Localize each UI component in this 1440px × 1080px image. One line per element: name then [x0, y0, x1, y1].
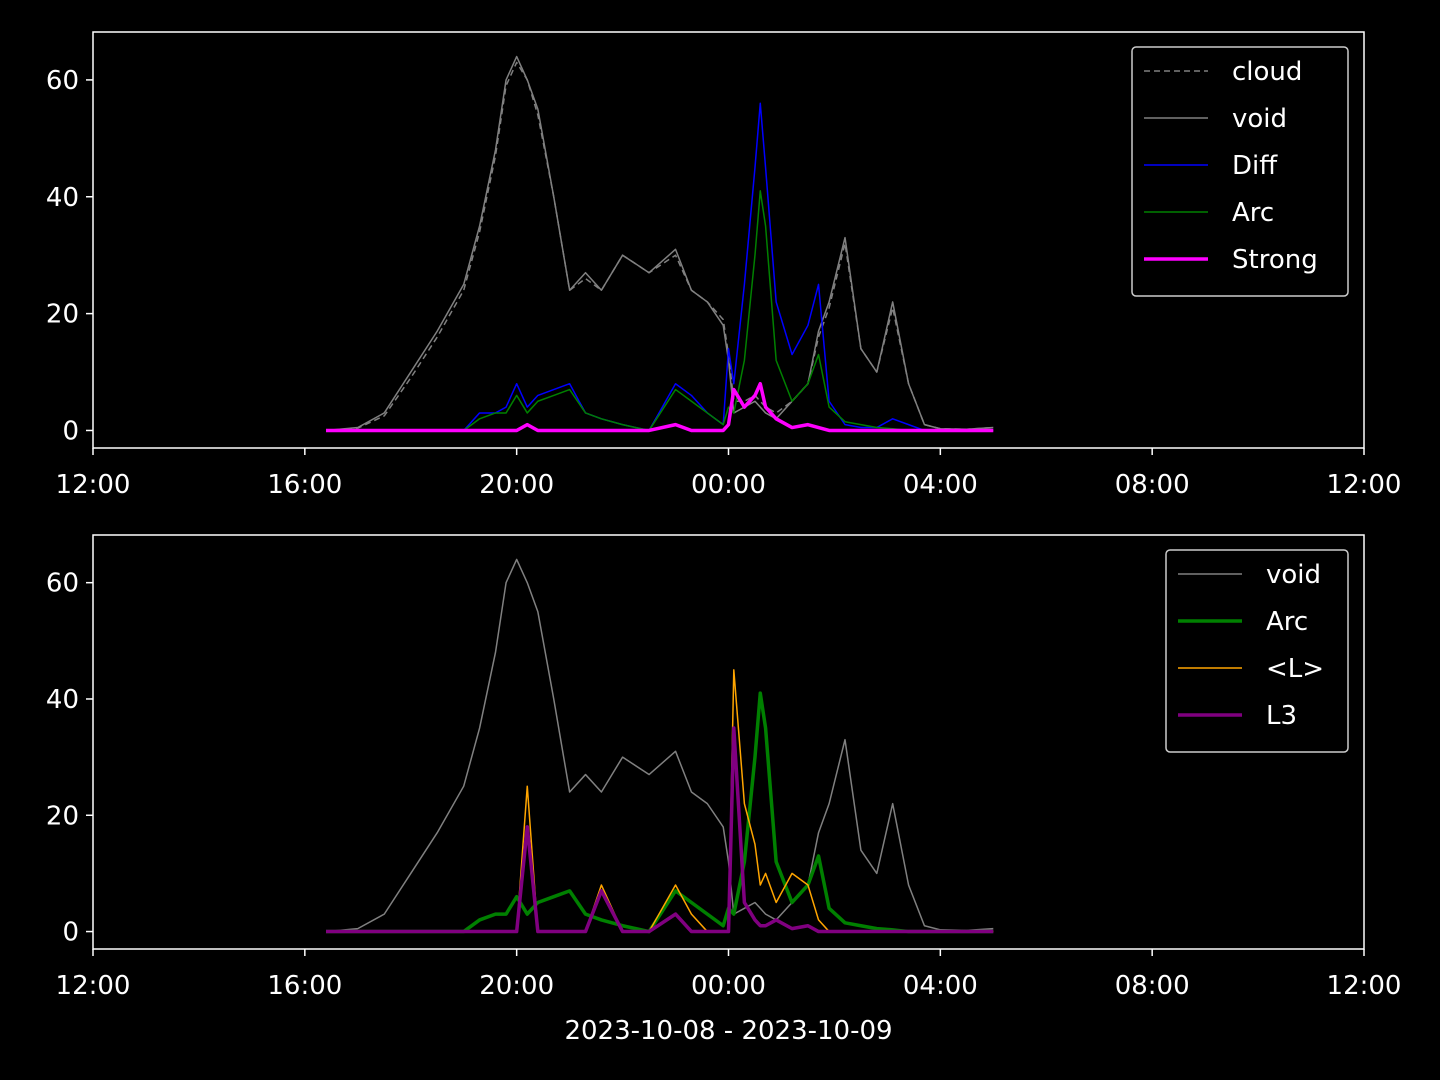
legend-label: cloud: [1232, 57, 1302, 87]
x-tick-label: 20:00: [479, 971, 554, 1001]
x-tick-label: 08:00: [1115, 971, 1190, 1001]
x-axis-label: 2023-10-08 - 2023-10-09: [564, 1016, 892, 1046]
axes-frame: [92, 31, 1365, 449]
legend-label: Arc: [1232, 198, 1274, 228]
x-tick-label: 16:00: [267, 971, 342, 1001]
legend-box: [1131, 46, 1349, 297]
x-tick-label: 12:00: [1327, 470, 1402, 500]
y-tick-label: 60: [46, 66, 79, 96]
x-tick-label: 08:00: [1115, 470, 1190, 500]
y-tick-label: 20: [46, 801, 79, 831]
plot-area: [325, 55, 994, 433]
x-tick-label: 00:00: [691, 470, 766, 500]
series-line: [325, 55, 994, 432]
x-tick-label: 04:00: [903, 971, 978, 1001]
y-tick-label: 60: [46, 569, 79, 599]
x-tick-label: 00:00: [691, 971, 766, 1001]
x-tick-label: 12:00: [1327, 971, 1402, 1001]
series-line: [326, 691, 994, 934]
legend-label: Diff: [1232, 151, 1278, 181]
series-line: [326, 726, 994, 934]
y-tick-label: 40: [46, 685, 79, 715]
axes-frame: [92, 534, 1365, 950]
series-line: [326, 190, 994, 432]
legend-label: Arc: [1266, 607, 1308, 637]
x-tick-label: 12:00: [56, 470, 131, 500]
legend-label: <L>: [1266, 654, 1324, 684]
y-tick-label: 20: [46, 300, 79, 330]
x-tick-label: 20:00: [479, 470, 554, 500]
legend-box: [1165, 549, 1349, 753]
legend-label: L3: [1266, 701, 1297, 731]
series-line: [325, 558, 994, 933]
y-tick-label: 0: [62, 416, 79, 446]
legend-label: void: [1232, 104, 1287, 134]
series-line: [326, 381, 994, 433]
y-tick-label: 0: [62, 918, 79, 948]
series-line: [325, 61, 994, 432]
legend-label: void: [1266, 560, 1321, 590]
legend-label: Strong: [1232, 245, 1318, 275]
plot-area: [325, 558, 994, 934]
x-tick-label: 04:00: [903, 470, 978, 500]
y-tick-label: 40: [46, 183, 79, 213]
x-tick-label: 12:00: [56, 971, 131, 1001]
x-tick-label: 16:00: [267, 470, 342, 500]
